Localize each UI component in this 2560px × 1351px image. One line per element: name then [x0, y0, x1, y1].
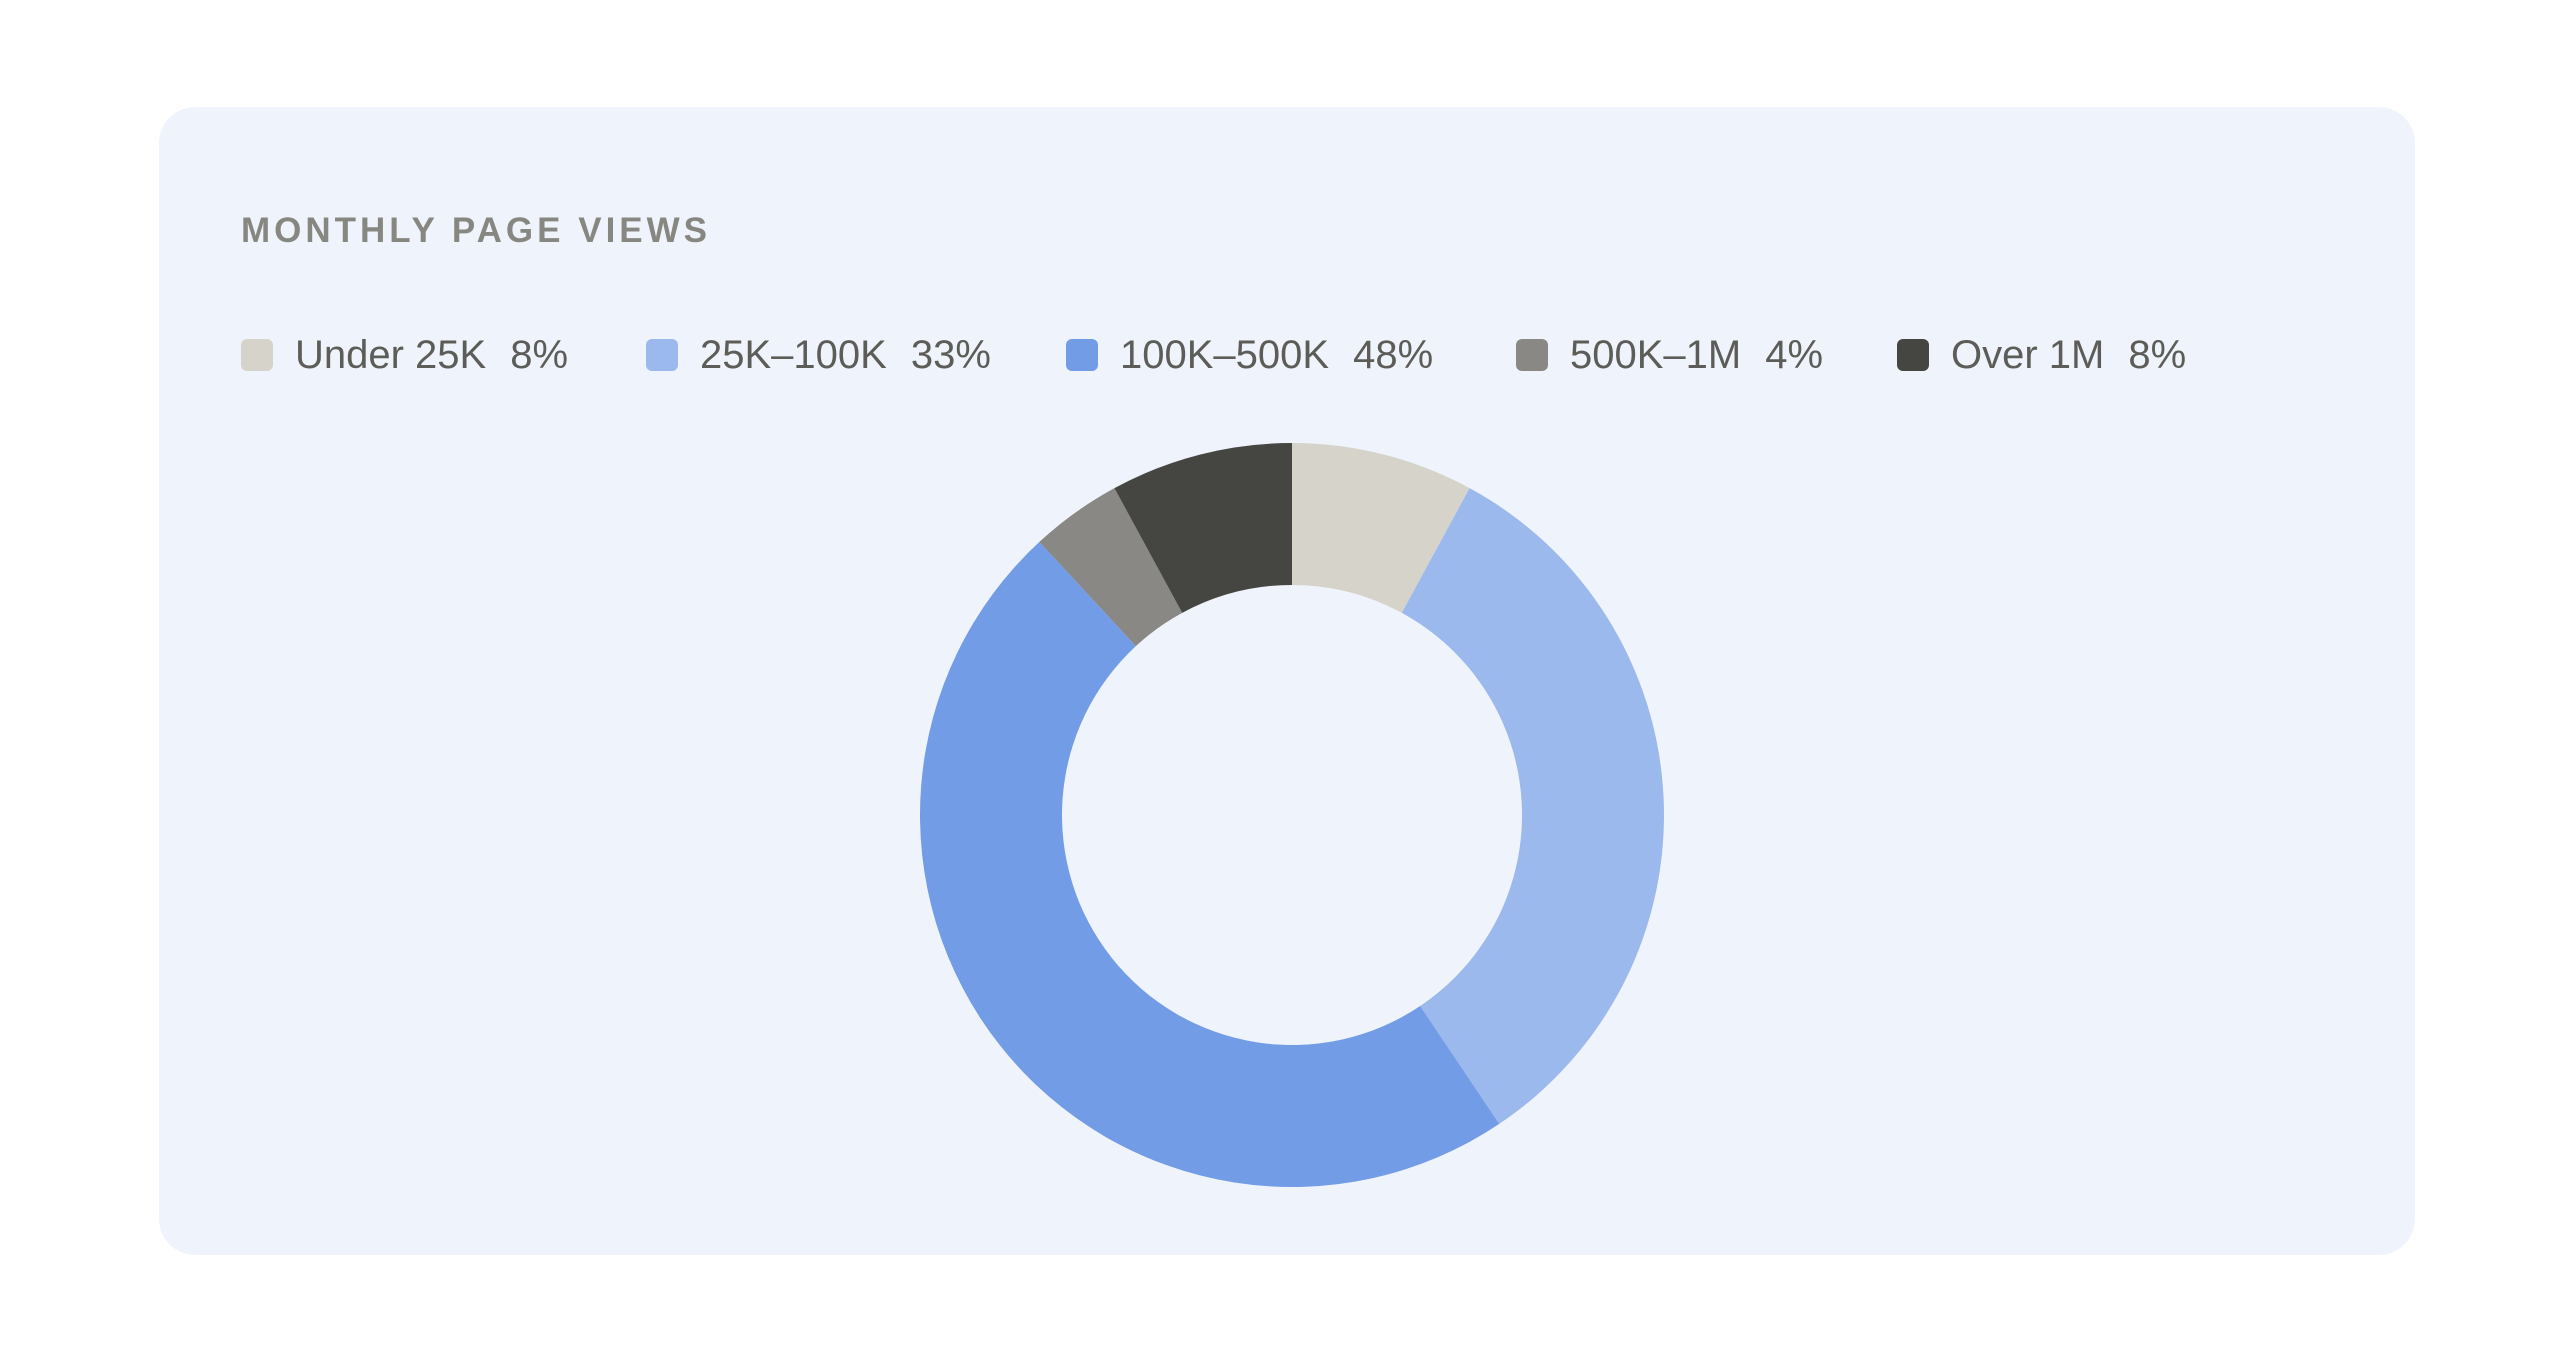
legend-value: 33% [910, 333, 991, 377]
donut-slice-500k-1m [1039, 488, 1183, 647]
donut-slice-25k-100k [1401, 488, 1664, 1124]
legend-item-under-25k: Under 25K 8% [241, 335, 568, 375]
donut-slice-under-25k [1292, 443, 1470, 613]
legend-label: 100K–500K [1120, 333, 1330, 377]
legend-swatch [241, 339, 273, 371]
legend-swatch [1516, 339, 1548, 371]
legend-value: 48% [1353, 333, 1434, 377]
legend-item-over-1m: Over 1M 8% [1897, 335, 2186, 375]
chart-title: MONTHLY PAGE VIEWS [241, 211, 712, 250]
legend-label: 25K–100K [700, 333, 887, 377]
legend-label: 500K–1M [1570, 333, 1742, 377]
legend-item-25k-100k: 25K–100K 33% [646, 335, 991, 375]
legend-label: Under 25K [295, 333, 487, 377]
legend-swatch [1897, 339, 1929, 371]
legend-item-100k-500k: 100K–500K 48% [1066, 335, 1433, 375]
legend-value: 4% [1765, 333, 1824, 377]
donut-slice-100k-500k [919, 541, 1500, 1187]
legend-value: 8% [2128, 333, 2187, 377]
donut-slices [919, 443, 1664, 1187]
legend-value: 8% [510, 333, 569, 377]
legend-swatch [646, 339, 678, 371]
legend-swatch [1066, 339, 1098, 371]
legend-item-500k-1m: 500K–1M 4% [1516, 335, 1823, 375]
donut-slice-over-1m [1114, 443, 1292, 613]
legend-label: Over 1M [1951, 333, 2105, 377]
